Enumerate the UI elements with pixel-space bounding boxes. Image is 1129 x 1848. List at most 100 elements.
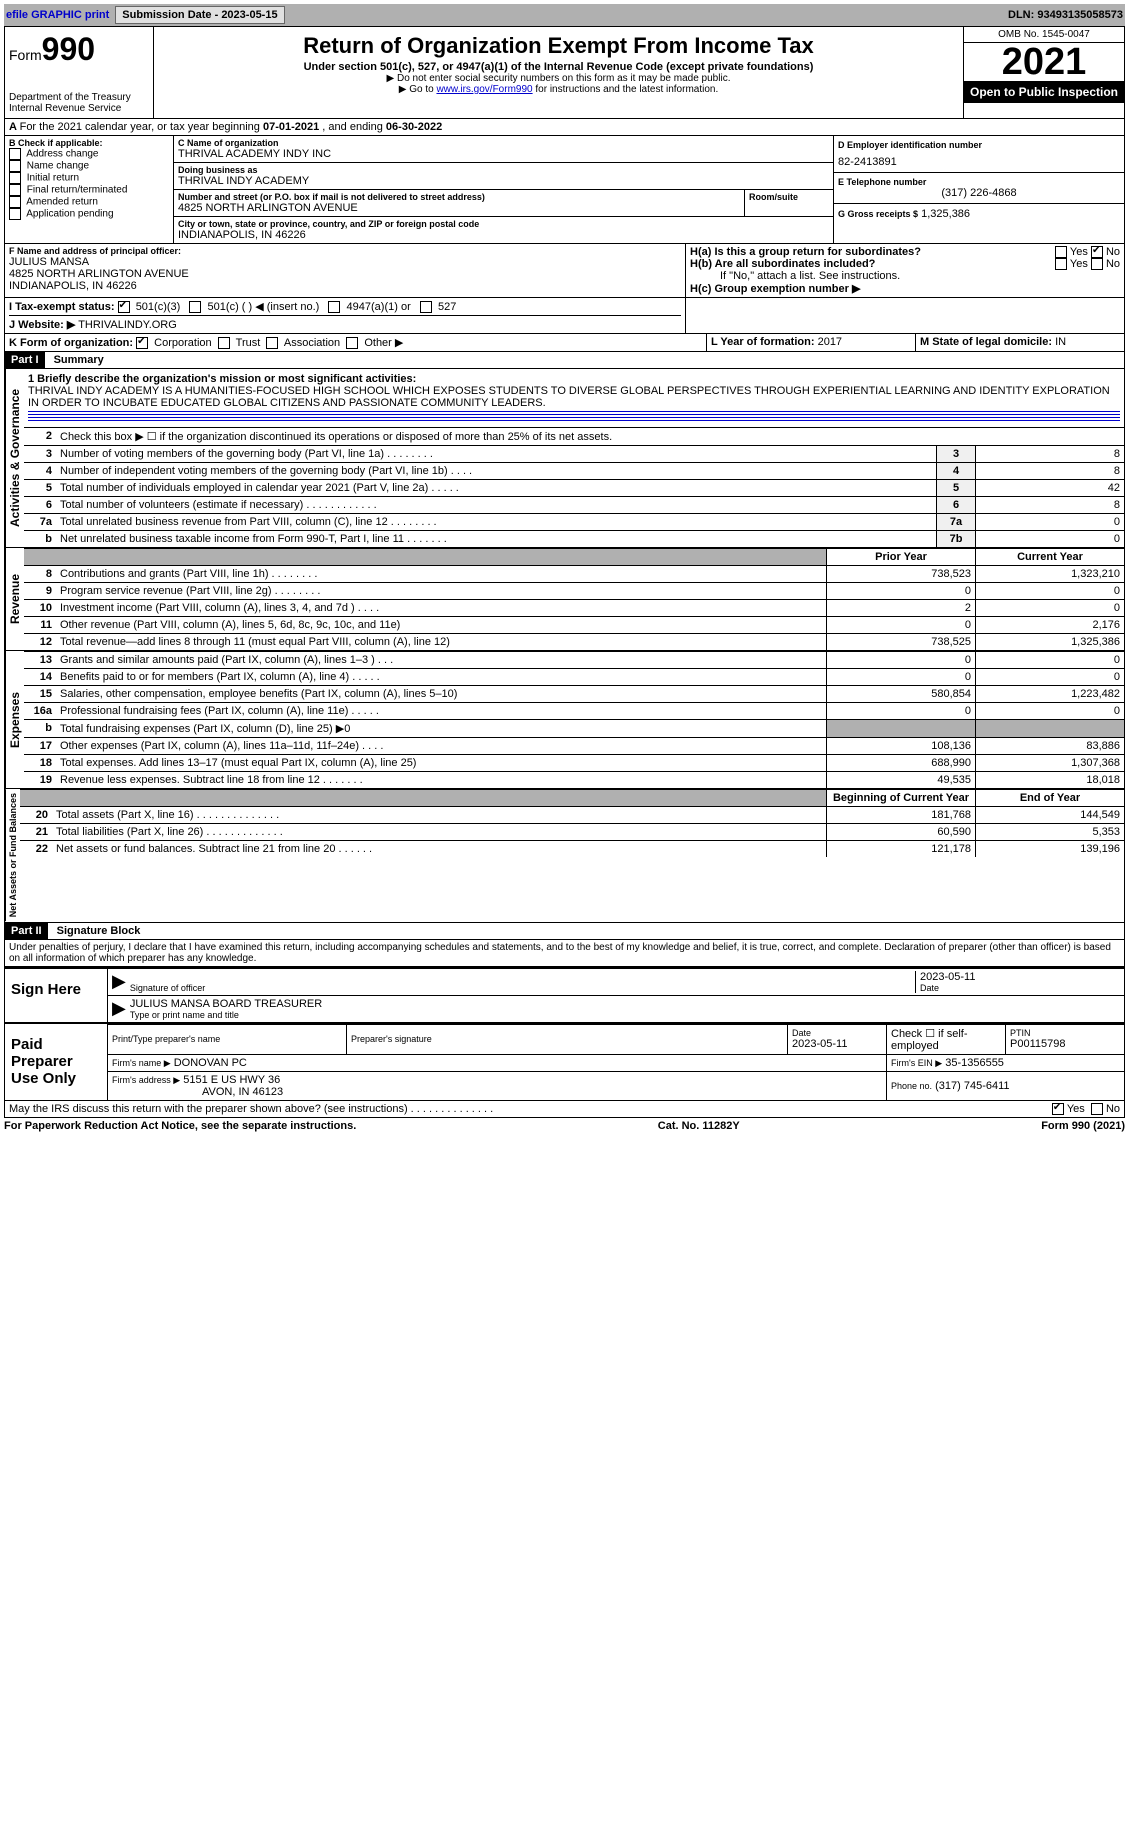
c-name-label: C Name of organization xyxy=(178,138,829,148)
website-value: THRIVALINDY.ORG xyxy=(78,319,177,331)
firm-addr-label: Firm's address ▶ xyxy=(112,1075,180,1085)
date-label: Date xyxy=(920,983,1120,993)
prep-phone-label: Phone no. xyxy=(891,1081,932,1091)
footer-mid: Cat. No. 11282Y xyxy=(658,1120,740,1132)
part2-title: Signature Block xyxy=(57,925,141,937)
k-trust-checkbox[interactable] xyxy=(218,337,230,349)
phone-value: (317) 226-4868 xyxy=(838,187,1120,199)
note2-post: for instructions and the latest informat… xyxy=(533,84,719,95)
boxb-checkbox[interactable] xyxy=(9,148,21,160)
note-link: ▶ Go to www.irs.gov/Form990 for instruct… xyxy=(158,84,959,95)
k-assoc-checkbox[interactable] xyxy=(266,337,278,349)
discuss-yes-checkbox[interactable] xyxy=(1052,1103,1064,1115)
period-mid: , and ending xyxy=(319,121,386,133)
form-subtitle: Under section 501(c), 527, or 4947(a)(1)… xyxy=(158,61,959,73)
opt-4947: 4947(a)(1) or xyxy=(347,301,411,313)
form-title: Return of Organization Exempt From Incom… xyxy=(158,33,959,59)
self-employed-check[interactable]: Check ☐ if self-employed xyxy=(887,1024,1006,1054)
page-footer: For Paperwork Reduction Act Notice, see … xyxy=(4,1118,1125,1134)
boxb-checkbox[interactable] xyxy=(9,208,21,220)
k-other: Other ▶ xyxy=(364,337,403,349)
l-value: 2017 xyxy=(818,336,842,348)
street-value: 4825 NORTH ARLINGTON AVENUE xyxy=(178,202,740,214)
form-number: Form990 xyxy=(9,31,149,68)
hb-no: No xyxy=(1106,258,1120,270)
boxb-checkbox[interactable] xyxy=(9,160,21,172)
status-block: I Tax-exempt status: 501(c)(3) 501(c) ( … xyxy=(4,298,1125,334)
m-value: IN xyxy=(1055,336,1066,348)
col-prior: Prior Year xyxy=(827,549,976,566)
officer-name: JULIUS MANSA xyxy=(9,256,681,268)
expenses-section: Expenses 13Grants and similar amounts pa… xyxy=(4,651,1125,789)
city-value: INDIANAPOLIS, IN 46226 xyxy=(178,229,829,241)
efile-link[interactable]: efile GRAPHIC print xyxy=(6,9,109,21)
arrow-icon: ▶ xyxy=(112,971,126,993)
ptin-label: PTIN xyxy=(1010,1028,1120,1038)
hb-yes: Yes xyxy=(1070,258,1088,270)
form-header: Form990 Department of the Treasury Inter… xyxy=(4,26,1125,119)
discuss-text: May the IRS discuss this return with the… xyxy=(9,1103,1052,1115)
org-name: THRIVAL ACADEMY INDY INC xyxy=(178,148,829,160)
line1-label: 1 Briefly describe the organization's mi… xyxy=(28,373,416,385)
k-label: K Form of organization: xyxy=(9,337,133,349)
hc-label: H(c) Group exemption number ▶ xyxy=(690,283,860,295)
i-label: I Tax-exempt status: xyxy=(9,301,115,313)
officer-block: F Name and address of principal officer:… xyxy=(4,244,1125,298)
boxb-checkbox[interactable] xyxy=(9,184,21,196)
paid-preparer-label: Paid Preparer Use Only xyxy=(5,1024,108,1100)
note-ssn: ▶ Do not enter social security numbers o… xyxy=(158,73,959,84)
hb-no-checkbox[interactable] xyxy=(1091,258,1103,270)
discuss-no-checkbox[interactable] xyxy=(1091,1103,1103,1115)
527-checkbox[interactable] xyxy=(420,301,432,313)
firm-ein: 35-1356555 xyxy=(945,1057,1004,1069)
firm-ein-label: Firm's EIN ▶ xyxy=(891,1058,942,1068)
firm-name: DONOVAN PC xyxy=(174,1057,247,1069)
opt-501c: 501(c) ( ) ◀ (insert no.) xyxy=(208,301,320,313)
4947-checkbox[interactable] xyxy=(328,301,340,313)
line2: Check this box ▶ ☐ if the organization d… xyxy=(56,428,1124,446)
discuss-row: May the IRS discuss this return with the… xyxy=(4,1101,1125,1118)
ha-yes-checkbox[interactable] xyxy=(1055,246,1067,258)
penalty-text: Under penalties of perjury, I declare th… xyxy=(4,940,1125,967)
prep-date-label: Date xyxy=(792,1028,882,1038)
officer-typed-name: JULIUS MANSA BOARD TREASURER xyxy=(130,998,1120,1010)
ha-yes: Yes xyxy=(1070,246,1088,258)
vtab-net: Net Assets or Fund Balances xyxy=(5,789,20,921)
submission-date-button[interactable]: Submission Date - 2023-05-15 xyxy=(115,6,284,24)
prep-phone: (317) 745-6411 xyxy=(935,1080,1009,1092)
irs-link[interactable]: www.irs.gov/Form990 xyxy=(436,84,532,95)
501c3-checkbox[interactable] xyxy=(118,301,130,313)
hb-yes-checkbox[interactable] xyxy=(1055,258,1067,270)
note2-pre: ▶ Go to xyxy=(399,84,437,95)
phone-label: E Telephone number xyxy=(838,177,1120,187)
paid-preparer-block: Paid Preparer Use Only Print/Type prepar… xyxy=(4,1023,1125,1101)
l-label: L Year of formation: xyxy=(711,336,815,348)
k-corp-checkbox[interactable] xyxy=(136,337,148,349)
period-row: A For the 2021 calendar year, or tax yea… xyxy=(4,119,1125,136)
city-label: City or town, state or province, country… xyxy=(178,219,829,229)
gross-label: G Gross receipts $ xyxy=(838,209,918,219)
room-label: Room/suite xyxy=(749,192,829,202)
col-end: End of Year xyxy=(976,790,1125,807)
prep-sig-label: Preparer's signature xyxy=(351,1034,783,1044)
street-label: Number and street (or P.O. box if mail i… xyxy=(178,192,740,202)
open-to-public: Open to Public Inspection xyxy=(964,81,1124,103)
officer-name-label: Type or print name and title xyxy=(130,1010,1120,1020)
boxb-checkbox[interactable] xyxy=(9,196,21,208)
footer-right: Form 990 (2021) xyxy=(1041,1120,1125,1132)
501c-checkbox[interactable] xyxy=(189,301,201,313)
k-other-checkbox[interactable] xyxy=(346,337,358,349)
part1-bar: Part I Summary xyxy=(4,352,1125,369)
ha-no-checkbox[interactable] xyxy=(1091,246,1103,258)
vtab-activities: Activities & Governance xyxy=(5,369,24,547)
f-label: F Name and address of principal officer: xyxy=(9,246,681,256)
form-prefix: Form xyxy=(9,47,42,63)
ptin-value: P00115798 xyxy=(1010,1038,1120,1050)
vtab-expenses: Expenses xyxy=(5,651,24,788)
ha-label: H(a) Is this a group return for subordin… xyxy=(690,246,921,258)
col-current: Current Year xyxy=(976,549,1125,566)
boxb-checkbox[interactable] xyxy=(9,172,21,184)
officer-addr2: INDIANAPOLIS, IN 46226 xyxy=(9,280,681,292)
sign-here-block: Sign Here ▶ Signature of officer 2023-05… xyxy=(4,967,1125,1023)
period-end: 06-30-2022 xyxy=(386,121,442,133)
